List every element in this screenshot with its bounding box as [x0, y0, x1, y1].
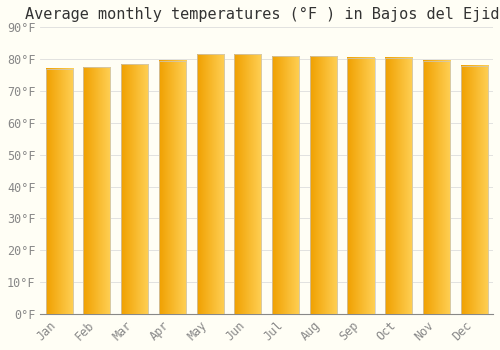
Bar [159, 61, 186, 314]
Title: Average monthly temperatures (°F ) in Bajos del Ejido: Average monthly temperatures (°F ) in Ba… [25, 7, 500, 22]
Bar [310, 56, 337, 314]
Bar [385, 57, 412, 314]
Bar [460, 65, 488, 314]
Bar [196, 54, 224, 314]
Bar [348, 57, 374, 314]
Bar [234, 54, 262, 314]
Bar [121, 64, 148, 314]
Bar [423, 61, 450, 314]
Bar [272, 56, 299, 314]
Bar [84, 67, 110, 314]
Bar [46, 69, 73, 314]
